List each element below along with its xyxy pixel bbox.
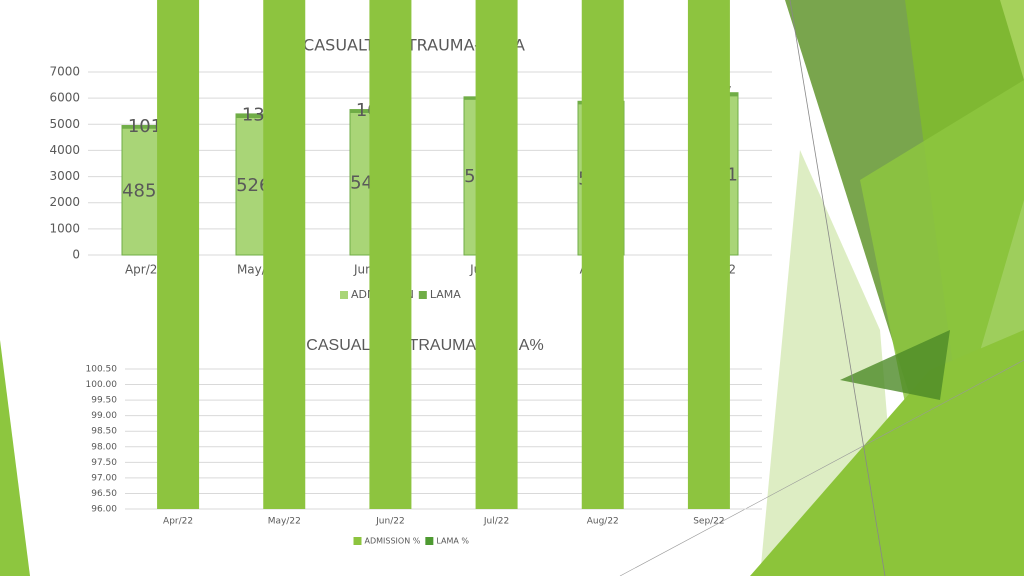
y-tick-label: 5000 <box>49 117 80 131</box>
legend-label: ADMISSION % <box>365 537 421 546</box>
bar-segment <box>475 0 518 509</box>
y-tick-label: 6000 <box>49 91 80 105</box>
y-tick-label: 100.50 <box>86 365 118 375</box>
legend-swatch <box>353 537 362 545</box>
bar-segment <box>687 0 730 509</box>
x-tick-label: May/22 <box>268 517 301 527</box>
y-tick-label: 4000 <box>49 143 80 157</box>
y-tick-label: 98.00 <box>91 442 117 452</box>
x-tick-label: Sep/22 <box>693 517 724 527</box>
y-tick-label: 2000 <box>49 195 80 209</box>
y-tick-label: 1000 <box>49 221 80 235</box>
bar-segment <box>263 0 306 509</box>
y-tick-label: 97.50 <box>91 458 117 468</box>
y-tick-label: 96.00 <box>91 505 117 515</box>
x-tick-label: Jul/22 <box>483 517 509 527</box>
data-label: 4852 <box>122 181 168 202</box>
legend-label: LAMA <box>430 288 461 301</box>
y-tick-label: 97.00 <box>91 473 117 483</box>
chart-title: CASUALTY & TRAUMA-LAMA <box>303 36 525 55</box>
y-tick-label: 98.50 <box>91 427 117 437</box>
y-tick-label: 99.00 <box>91 411 117 421</box>
y-tick-label: 100.00 <box>86 380 118 390</box>
data-label: 101 <box>128 116 162 137</box>
legend-swatch <box>418 291 427 299</box>
legend-swatch <box>340 291 348 299</box>
legend-swatch <box>425 537 434 545</box>
y-tick-label: 96.50 <box>91 489 117 499</box>
y-tick-label: 99.50 <box>91 396 117 406</box>
x-tick-label: Apr/22 <box>163 517 193 527</box>
x-tick-label: Apr/22 <box>125 263 165 277</box>
y-tick-label: 3000 <box>49 169 80 183</box>
bar-segment <box>581 0 624 509</box>
y-tick-label: 0 <box>72 248 80 262</box>
bar-segment <box>369 0 412 509</box>
bar-segment <box>157 0 200 509</box>
legend-label: LAMA % <box>436 537 469 546</box>
x-tick-label: Aug/22 <box>587 517 619 527</box>
x-tick-label: Jun/22 <box>375 517 405 527</box>
y-tick-label: 7000 <box>49 65 80 79</box>
